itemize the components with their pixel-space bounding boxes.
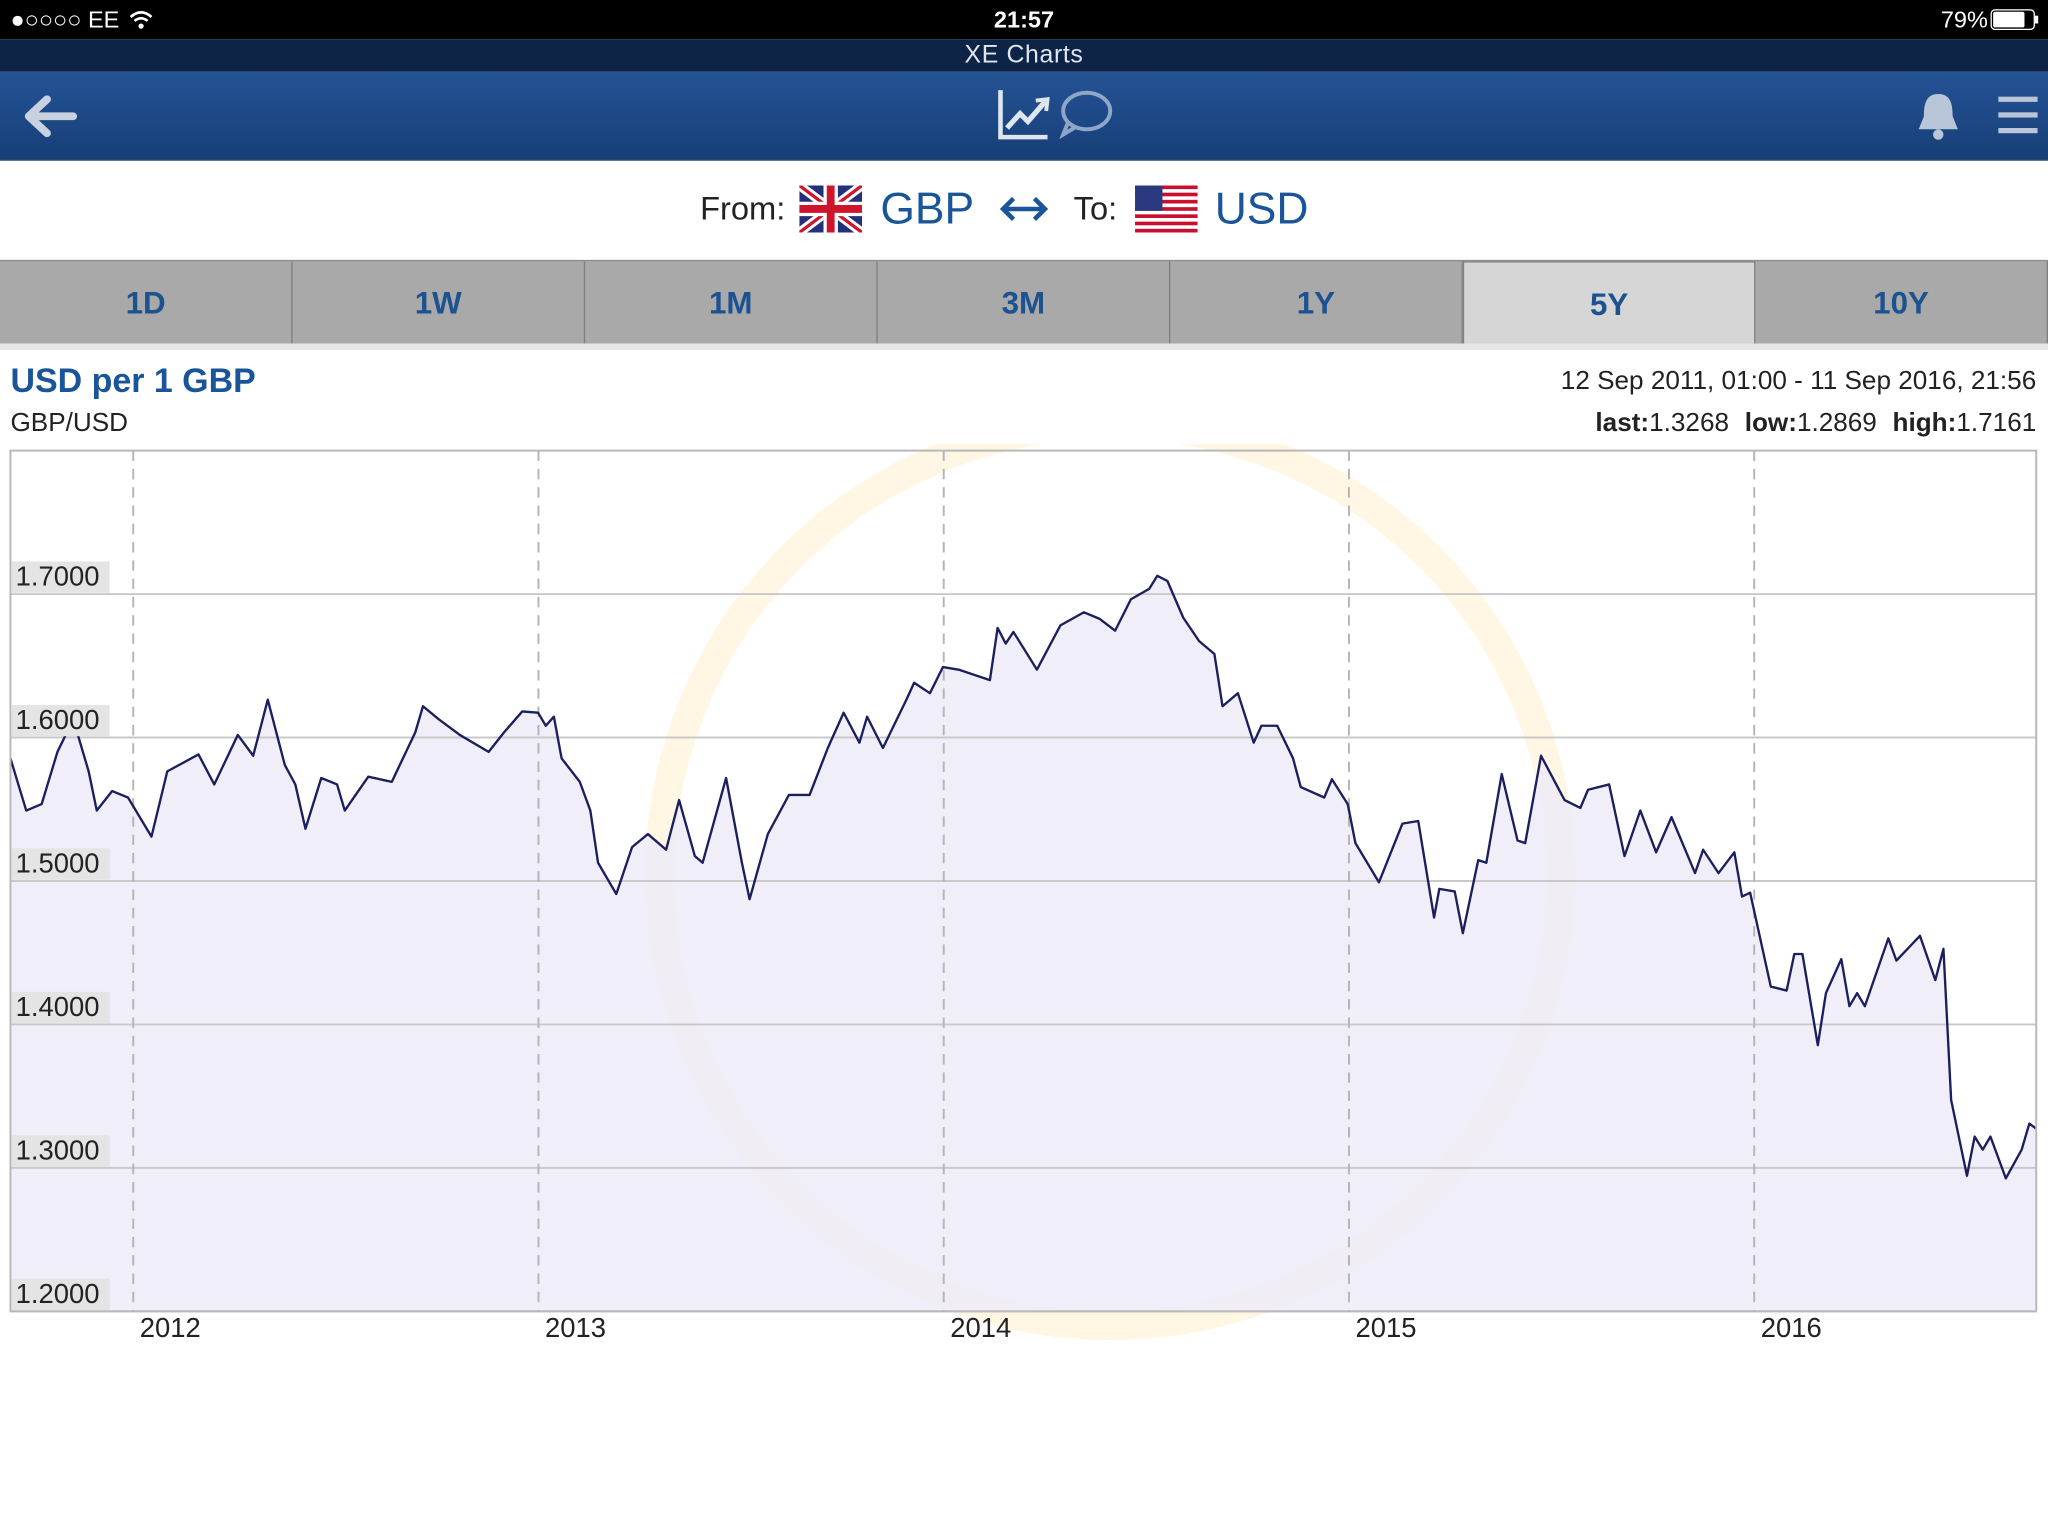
plot-frame bbox=[9, 449, 2038, 1313]
x-tick-label: 2013 bbox=[545, 1312, 606, 1343]
swap-button[interactable] bbox=[998, 193, 1050, 224]
y-tick-label-bg bbox=[11, 1135, 110, 1167]
currency-pair: GBP/USD bbox=[10, 408, 129, 438]
period-tabs: 1D 1W 1M 3M 1Y 5Y 10Y bbox=[0, 259, 2048, 345]
period-tab[interactable]: 1D bbox=[0, 261, 293, 344]
x-tick-label: 2015 bbox=[1355, 1312, 1416, 1343]
period-tab[interactable]: 3M bbox=[878, 261, 1171, 344]
chart-title: USD per 1 GBP bbox=[10, 360, 256, 400]
stat-label: high: bbox=[1892, 408, 1957, 438]
x-tick-label: 2016 bbox=[1761, 1312, 1822, 1343]
y-tick-label: 1.7000 bbox=[16, 561, 100, 592]
from-currency[interactable]: GBP bbox=[880, 184, 975, 234]
from-label: From: bbox=[700, 190, 786, 228]
y-tick-label: 1.6000 bbox=[16, 704, 100, 735]
uk-flag[interactable] bbox=[799, 185, 863, 233]
y-tick-label-bg bbox=[11, 848, 110, 880]
y-tick-label: 1.3000 bbox=[16, 1134, 100, 1165]
period-tab[interactable]: 5Y bbox=[1462, 261, 1756, 344]
battery-level: 79% bbox=[1940, 6, 1988, 33]
chart: 1.2000 1.3000 1.4000 1.5000 1.6000 1.7000 2012… bbox=[9, 444, 2038, 1343]
wifi-icon bbox=[129, 11, 153, 29]
area-shading bbox=[10, 575, 2037, 1312]
period-tab[interactable]: 1Y bbox=[1170, 261, 1463, 344]
period-tab[interactable]: 10Y bbox=[1755, 261, 2048, 344]
y-tick-label-bg bbox=[11, 1278, 110, 1311]
stat-value: 1.2869 bbox=[1796, 408, 1877, 438]
to-currency[interactable]: USD bbox=[1214, 184, 1309, 234]
chart-icon[interactable] bbox=[995, 88, 1118, 143]
us-flag[interactable] bbox=[1135, 185, 1198, 233]
date-range: 12 Sep 2011, 01:00 - 11 Sep 2016, 21:56 bbox=[1560, 367, 2037, 396]
carrier: ●○○○○ EE bbox=[10, 6, 120, 33]
y-tick-label-bg bbox=[11, 991, 110, 1024]
x-tick-label: 2014 bbox=[950, 1312, 1011, 1343]
clock: 21:57 bbox=[993, 6, 1055, 33]
to-label: To: bbox=[1073, 190, 1118, 228]
back-button[interactable] bbox=[21, 93, 78, 140]
y-tick-label: 1.2000 bbox=[16, 1278, 100, 1309]
y-tick-label-bg bbox=[11, 704, 110, 737]
menu-button[interactable] bbox=[1996, 94, 2040, 138]
battery-icon bbox=[1990, 9, 2039, 31]
y-tick-label: 1.5000 bbox=[16, 848, 100, 879]
y-tick-label: 1.4000 bbox=[16, 991, 100, 1022]
stat-label: last: bbox=[1595, 408, 1650, 438]
x-tick-label: 2012 bbox=[140, 1312, 201, 1343]
stat-label: low: bbox=[1744, 408, 1797, 438]
stat-value: 1.7161 bbox=[1956, 408, 2037, 438]
y-tick-label-bg bbox=[11, 561, 110, 593]
period-tab[interactable]: 1W bbox=[293, 261, 586, 344]
currency-selector: From: GBP To: USD bbox=[0, 159, 2048, 260]
price-line bbox=[9, 574, 2037, 1180]
nav-bar bbox=[0, 71, 2048, 161]
status-bar: ●○○○○ EE 21:57 79% bbox=[0, 0, 2048, 40]
stat-value: 1.3268 bbox=[1649, 408, 1730, 438]
app-title: XE Charts bbox=[0, 39, 2048, 72]
rate-stats: last:1.3268 low:1.2869 high:1.7161 bbox=[1595, 409, 2036, 439]
separator bbox=[0, 343, 2048, 351]
alerts-button[interactable] bbox=[1915, 90, 1962, 142]
period-tab[interactable]: 1M bbox=[585, 261, 878, 344]
